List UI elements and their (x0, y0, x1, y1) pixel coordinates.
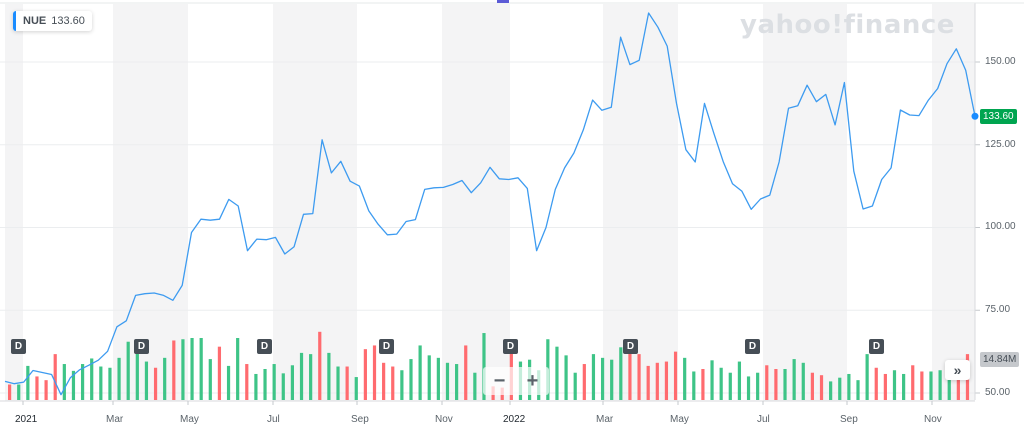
x-tick-mar-2021: Mar (106, 414, 124, 425)
ticker-price: 133.60 (51, 15, 85, 27)
x-tick-2022: 2022 (503, 414, 526, 425)
dividend-marker[interactable]: D (257, 339, 272, 354)
dividend-marker[interactable]: D (869, 339, 884, 354)
month-shading (5, 4, 975, 401)
last-price-dot (971, 112, 979, 120)
x-tick-nov-2021: Nov (435, 414, 453, 425)
y-tick-100: 100.00 (985, 221, 1016, 232)
current-price-badge: 133.60 (980, 109, 1017, 124)
y-tick-75: 75.00 (985, 304, 1011, 315)
ticker-tag[interactable]: NUE 133.60 (13, 11, 92, 31)
price-line (4, 12, 976, 396)
x-tick-nov-2022: Nov (924, 414, 942, 425)
zoom-out-button[interactable]: − (493, 370, 506, 392)
x-tick-sep-2022: Sep (840, 414, 858, 425)
x-tick-may-2022: May (670, 414, 689, 425)
x-tick-jul-2021: Jul (267, 414, 280, 425)
dividend-marker[interactable]: D (503, 339, 518, 354)
current-volume-badge: 14.84M (980, 352, 1020, 367)
dividend-marker[interactable]: D (745, 339, 760, 354)
x-ticks (22, 401, 933, 405)
range-indicator[interactable] (497, 0, 509, 3)
yahoo-finance-logo: yahoo!finance (740, 10, 955, 40)
dividend-marker[interactable]: D (11, 339, 26, 354)
series-color-bar (13, 11, 16, 31)
dividend-marker[interactable]: D (379, 339, 394, 354)
dividend-marker[interactable]: D (623, 339, 638, 354)
x-tick-jul-2022: Jul (757, 414, 770, 425)
y-tick-50: 50.00 (985, 387, 1011, 398)
x-tick-sep-2021: Sep (351, 414, 369, 425)
zoom-in-button[interactable]: + (526, 370, 539, 392)
zoom-controls: − + (483, 367, 549, 395)
scroll-forward-button[interactable]: » (945, 360, 970, 380)
ticker-symbol: NUE (23, 15, 47, 27)
x-tick-mar-2022: Mar (596, 414, 614, 425)
dividend-marker[interactable]: D (134, 339, 149, 354)
x-tick-may-2021: May (180, 414, 199, 425)
y-tick-125: 125.00 (985, 139, 1016, 150)
y-tick-150: 150.00 (985, 56, 1016, 67)
x-tick-2021: 2021 (15, 414, 38, 425)
